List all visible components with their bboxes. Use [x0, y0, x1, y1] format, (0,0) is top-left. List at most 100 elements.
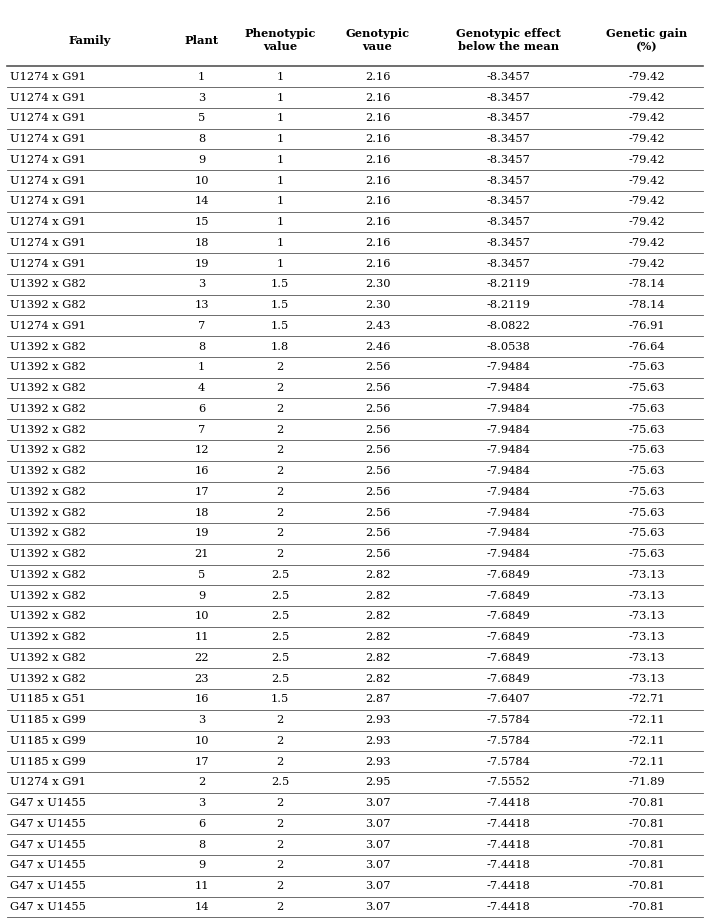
Text: -7.5784: -7.5784: [486, 757, 530, 767]
Text: 18: 18: [195, 508, 209, 517]
Text: -79.42: -79.42: [628, 238, 665, 248]
Text: 2.93: 2.93: [365, 736, 390, 746]
Text: 1: 1: [277, 92, 284, 102]
Text: -7.6407: -7.6407: [486, 694, 530, 704]
Text: 10: 10: [195, 611, 209, 621]
Text: U1274 x G91: U1274 x G91: [10, 196, 86, 207]
Text: U1274 x G91: U1274 x G91: [10, 238, 86, 248]
Text: 22: 22: [195, 653, 209, 663]
Text: 2.82: 2.82: [365, 632, 390, 643]
Text: -8.3457: -8.3457: [486, 258, 530, 268]
Text: -8.3457: -8.3457: [486, 155, 530, 165]
Text: 11: 11: [195, 632, 209, 643]
Text: U1392 x G82: U1392 x G82: [10, 550, 86, 559]
Text: 2: 2: [277, 508, 284, 517]
Text: Genotypic effect
below the mean: Genotypic effect below the mean: [456, 29, 561, 52]
Text: 2.56: 2.56: [365, 445, 390, 455]
Text: -70.81: -70.81: [628, 840, 665, 850]
Text: -73.13: -73.13: [628, 632, 665, 643]
Text: 3.07: 3.07: [365, 881, 390, 892]
Text: Plant: Plant: [185, 35, 219, 45]
Text: -72.71: -72.71: [628, 694, 665, 704]
Text: U1185 x G51: U1185 x G51: [10, 694, 86, 704]
Text: -7.5784: -7.5784: [486, 715, 530, 726]
Text: -79.42: -79.42: [628, 92, 665, 102]
Text: U1274 x G91: U1274 x G91: [10, 134, 86, 144]
Text: 1.5: 1.5: [271, 300, 289, 310]
Text: 18: 18: [195, 238, 209, 248]
Text: 2.95: 2.95: [365, 777, 390, 787]
Text: 1: 1: [198, 72, 205, 82]
Text: U1274 x G91: U1274 x G91: [10, 777, 86, 787]
Text: -7.9484: -7.9484: [486, 528, 530, 538]
Text: U1392 x G82: U1392 x G82: [10, 404, 86, 414]
Text: -79.42: -79.42: [628, 113, 665, 124]
Text: 14: 14: [195, 902, 209, 912]
Text: 2.16: 2.16: [365, 92, 390, 102]
Text: 3: 3: [198, 715, 205, 726]
Text: -7.6849: -7.6849: [486, 653, 530, 663]
Text: 2: 2: [277, 736, 284, 746]
Text: -75.63: -75.63: [628, 425, 665, 434]
Text: 2.16: 2.16: [365, 238, 390, 248]
Text: -7.9484: -7.9484: [486, 550, 530, 559]
Text: 1: 1: [277, 196, 284, 207]
Text: 21: 21: [195, 550, 209, 559]
Text: -8.3457: -8.3457: [486, 134, 530, 144]
Text: U1392 x G82: U1392 x G82: [10, 362, 86, 372]
Text: -75.63: -75.63: [628, 487, 665, 497]
Text: 2: 2: [277, 425, 284, 434]
Text: 3.07: 3.07: [365, 819, 390, 829]
Text: 2.5: 2.5: [271, 653, 289, 663]
Text: 2.5: 2.5: [271, 570, 289, 580]
Text: 2.82: 2.82: [365, 591, 390, 600]
Text: -76.64: -76.64: [628, 341, 665, 351]
Text: -7.5784: -7.5784: [486, 736, 530, 746]
Text: 2.56: 2.56: [365, 487, 390, 497]
Text: -8.3457: -8.3457: [486, 217, 530, 227]
Text: U1392 x G82: U1392 x G82: [10, 384, 86, 393]
Text: -7.6849: -7.6849: [486, 591, 530, 600]
Text: 2: 2: [277, 404, 284, 414]
Text: -7.4418: -7.4418: [486, 902, 530, 912]
Text: 10: 10: [195, 736, 209, 746]
Text: 2: 2: [277, 798, 284, 809]
Text: U1392 x G82: U1392 x G82: [10, 425, 86, 434]
Text: -8.3457: -8.3457: [486, 238, 530, 248]
Text: 1: 1: [277, 217, 284, 227]
Text: G47 x U1455: G47 x U1455: [10, 840, 86, 850]
Text: U1392 x G82: U1392 x G82: [10, 570, 86, 580]
Text: 7: 7: [198, 321, 205, 331]
Text: -7.4418: -7.4418: [486, 798, 530, 809]
Text: -75.63: -75.63: [628, 528, 665, 538]
Text: 1.5: 1.5: [271, 279, 289, 290]
Text: 2.16: 2.16: [365, 175, 390, 185]
Text: U1392 x G82: U1392 x G82: [10, 528, 86, 538]
Text: 16: 16: [195, 467, 209, 476]
Text: -7.9484: -7.9484: [486, 467, 530, 476]
Text: 2: 2: [277, 757, 284, 767]
Text: 1: 1: [277, 258, 284, 268]
Text: -8.0538: -8.0538: [486, 341, 530, 351]
Text: 2.16: 2.16: [365, 196, 390, 207]
Text: 17: 17: [195, 757, 209, 767]
Text: 2.82: 2.82: [365, 674, 390, 684]
Text: 8: 8: [198, 840, 205, 850]
Text: -72.11: -72.11: [628, 757, 665, 767]
Text: U1274 x G91: U1274 x G91: [10, 258, 86, 268]
Text: -7.5552: -7.5552: [486, 777, 530, 787]
Text: 2: 2: [277, 550, 284, 559]
Text: 2.16: 2.16: [365, 258, 390, 268]
Text: Genotypic
vaue: Genotypic vaue: [345, 29, 410, 52]
Text: 2.5: 2.5: [271, 777, 289, 787]
Text: -79.42: -79.42: [628, 196, 665, 207]
Text: -79.42: -79.42: [628, 72, 665, 82]
Text: -73.13: -73.13: [628, 570, 665, 580]
Text: -8.3457: -8.3457: [486, 72, 530, 82]
Text: -79.42: -79.42: [628, 217, 665, 227]
Text: 14: 14: [195, 196, 209, 207]
Text: -70.81: -70.81: [628, 798, 665, 809]
Text: 12: 12: [195, 445, 209, 455]
Text: 2.87: 2.87: [365, 694, 390, 704]
Text: U1274 x G91: U1274 x G91: [10, 217, 86, 227]
